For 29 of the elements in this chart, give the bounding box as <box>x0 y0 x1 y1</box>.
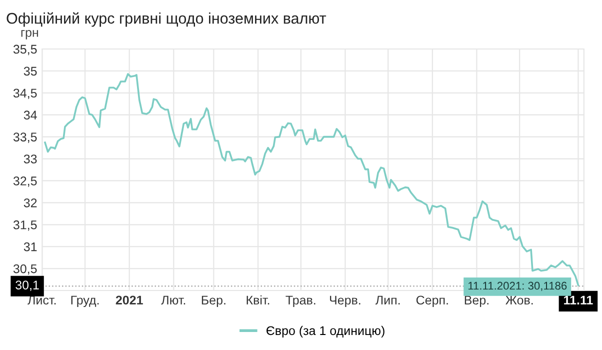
x-tick-label: Бер. <box>202 296 226 308</box>
y-tick-label: 31 <box>24 242 37 252</box>
annotation: 11.11.2021: 30,1186 <box>468 282 567 291</box>
y-tick-label: 34 <box>24 110 37 120</box>
x-tick-label: Трав. <box>286 296 316 308</box>
x-tick-label: Лист. <box>28 296 56 305</box>
x-tick-label: 2021 <box>116 296 143 305</box>
x-tick-label: Серп. <box>416 296 448 308</box>
chart-title: Офіційний курс гривні щодо іноземних валют <box>6 12 326 27</box>
y-tick-label: 33,5 <box>13 132 37 143</box>
x-tick-label: Черв. <box>330 296 360 308</box>
x-tick-label: Лип. <box>375 296 400 305</box>
y-tick-label: 35 <box>24 66 37 76</box>
y-tick-label: 32 <box>24 198 37 208</box>
legend-label: Євро (за 1 одиницю) <box>266 326 384 338</box>
y-axis-title: грн <box>21 30 38 40</box>
y-tick-label: 30,5 <box>13 264 37 275</box>
x-tick-label: Груд. <box>71 296 99 308</box>
x-tick-label: Лют. <box>161 296 186 305</box>
y-tick-label: 32,5 <box>13 176 37 187</box>
y-tick-label: 31,5 <box>13 220 37 231</box>
ref-line-label: 30,1 <box>16 280 39 291</box>
y-tick-label: 35,5 <box>13 44 37 56</box>
x-tick-label: Вер. <box>464 296 488 308</box>
y-tick-label: 34,5 <box>13 88 37 100</box>
x-tick-label: 11.11 <box>564 296 593 304</box>
x-tick-label: Жов. <box>506 296 533 305</box>
x-tick-label: Квіт. <box>246 295 270 304</box>
y-tick-label: 33 <box>24 154 37 164</box>
